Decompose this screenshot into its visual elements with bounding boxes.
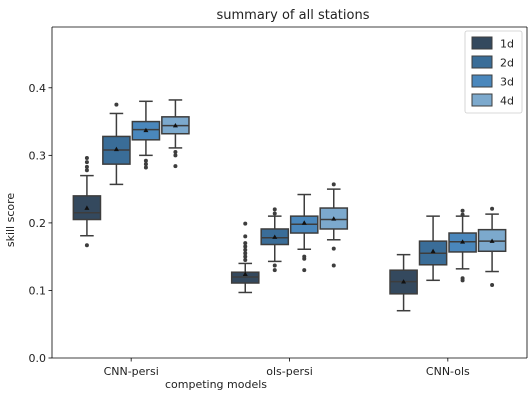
outlier-point (490, 283, 495, 288)
outlier-point (243, 244, 248, 249)
outlier-point (243, 258, 248, 263)
box-3d-CNN-ols (448, 208, 477, 283)
outlier-point (272, 263, 277, 268)
legend: 1d 2d 3d 4d (464, 30, 523, 114)
mean-marker (460, 239, 466, 244)
legend-swatch-3d (471, 74, 493, 88)
x-axis: CNN-persi ols-persi CNN-ols (104, 358, 470, 378)
mean-marker (331, 216, 337, 221)
plot-area (51, 26, 528, 359)
mean-marker (272, 234, 278, 239)
x-tick-label: CNN-persi (104, 365, 159, 378)
box-2d-CNN-persi (102, 102, 131, 186)
outlier-point (84, 160, 89, 165)
legend-swatch-2d (471, 55, 493, 69)
y-tick-label: 0.3 (29, 149, 47, 162)
outlier-point (84, 243, 89, 248)
outlier-point (243, 254, 248, 259)
legend-swatch-4d (471, 93, 493, 107)
mean-marker (143, 127, 149, 133)
outlier-point (272, 211, 277, 216)
outlier-point (243, 221, 248, 226)
x-tick-label: ols-persi (266, 365, 313, 378)
box-2d-CNN-ols (418, 215, 448, 282)
y-tick-label: 0.4 (29, 82, 47, 95)
x-tick-label: CNN-ols (426, 365, 470, 378)
outlier-point (84, 156, 89, 161)
box-3d-CNN-persi (131, 100, 161, 170)
mean-marker (301, 220, 307, 225)
outlier-point (143, 162, 148, 167)
y-tick-label: 0.2 (29, 217, 47, 230)
legend-swatch-1d (471, 36, 493, 50)
outlier-point (173, 164, 178, 169)
outlier-point (302, 268, 307, 273)
outlier-point (331, 246, 336, 251)
box-1d-CNN-persi (72, 156, 102, 248)
chart-title: summary of all stations (217, 8, 370, 23)
y-axis-label: skill score (4, 193, 17, 248)
outlier-point (460, 276, 465, 281)
outlier-point (84, 168, 89, 173)
mean-marker (401, 279, 407, 284)
outlier-point (243, 251, 248, 256)
y-tick-label: 0.1 (29, 284, 47, 297)
outlier-point (243, 241, 248, 246)
mean-marker (430, 248, 436, 254)
box-2d-ols-persi (260, 207, 290, 273)
y-tick-label: 0.0 (29, 352, 47, 365)
mean-marker (489, 238, 495, 243)
legend-label-3d: 3d (500, 76, 514, 89)
y-axis: 0.0 0.1 0.2 0.3 0.4 (29, 82, 52, 365)
outlier-point (331, 263, 336, 268)
outlier-point (84, 164, 89, 169)
box-3d-ols-persi (289, 193, 319, 273)
mean-marker (242, 271, 248, 277)
x-axis-label: competing models (165, 378, 267, 391)
outlier-point (490, 206, 495, 211)
outlier-point (243, 247, 248, 252)
mean-marker (113, 146, 119, 152)
box-1d-CNN-ols (389, 253, 418, 312)
box-4d-ols-persi (319, 182, 349, 268)
legend-frame (464, 30, 523, 114)
mean-marker (84, 205, 90, 210)
legend-label-1d: 1d (500, 38, 514, 51)
outlier-point (272, 268, 277, 273)
outlier-point (272, 207, 277, 212)
mean-marker (172, 123, 178, 128)
legend-label-2d: 2d (500, 57, 514, 70)
outlier-point (173, 149, 178, 154)
box-1d-ols-persi (230, 221, 260, 294)
outlier-point (243, 234, 248, 239)
outlier-point (143, 165, 148, 170)
outlier-point (302, 254, 307, 259)
outlier-point (143, 158, 148, 163)
outlier-point (460, 212, 465, 217)
legend-label-4d: 4d (500, 95, 514, 108)
outlier-point (173, 153, 178, 158)
outlier-point (114, 102, 119, 107)
outlier-point (331, 182, 336, 187)
box-4d-CNN-persi (161, 99, 190, 169)
box-4d-CNN-ols (477, 206, 507, 288)
outlier-point (460, 208, 465, 213)
